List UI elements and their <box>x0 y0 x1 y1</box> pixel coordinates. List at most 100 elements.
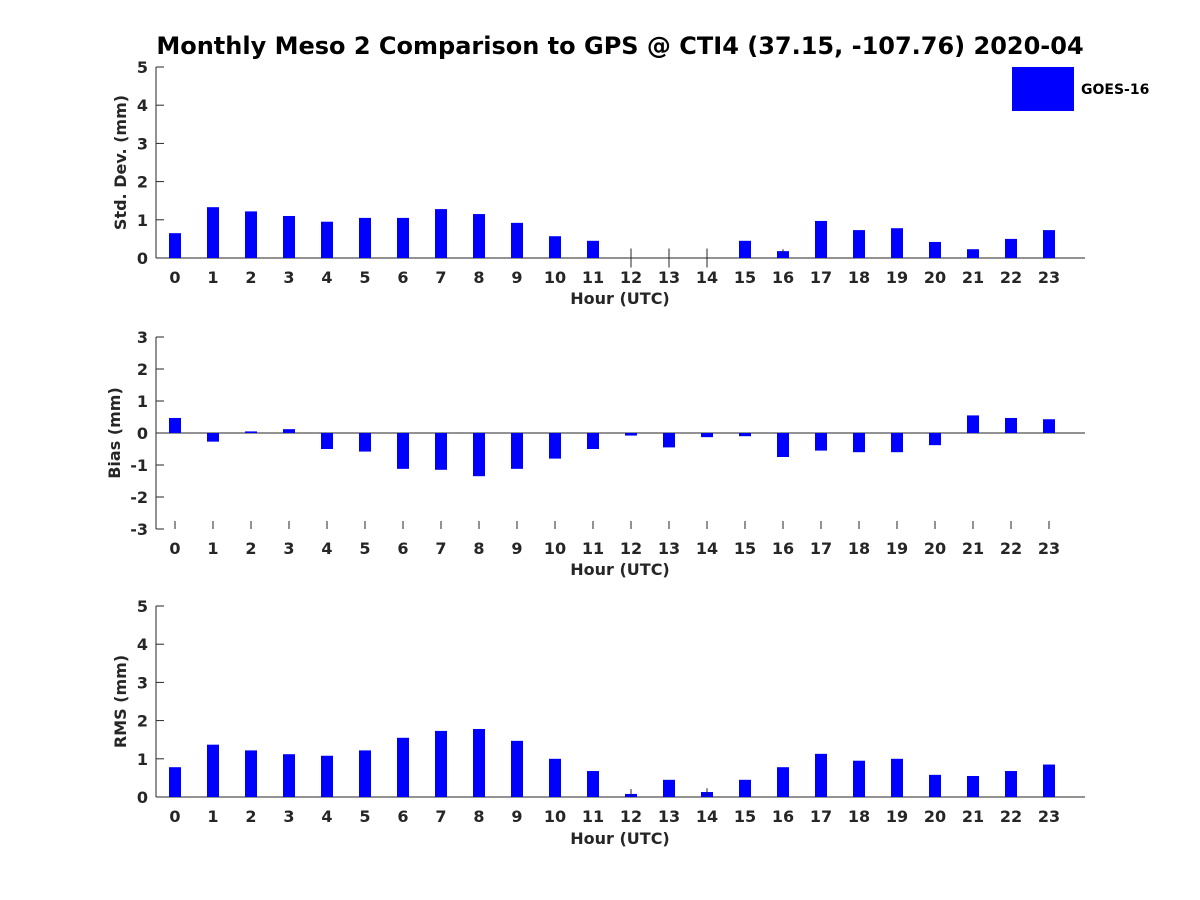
bar-hour-3 <box>283 215 295 258</box>
x-tick-label: 14 <box>696 268 718 287</box>
bar-hour-18 <box>853 760 865 797</box>
x-tick-label: 5 <box>359 807 370 826</box>
x-tick-label: 13 <box>658 539 680 558</box>
y-tick-label: 5 <box>137 597 148 616</box>
bar-hour-21 <box>967 249 979 258</box>
x-tick-label: 2 <box>245 268 256 287</box>
bar-hour-9 <box>511 740 523 797</box>
y-tick-label: 1 <box>137 211 148 230</box>
y-tick-label: 1 <box>137 750 148 769</box>
x-tick-label: 8 <box>473 539 484 558</box>
x-tick-label: 2 <box>245 539 256 558</box>
x-tick-label: 7 <box>435 268 446 287</box>
x-tick-label: 4 <box>321 539 332 558</box>
x-tick-label: 0 <box>169 268 180 287</box>
x-tick-label: 1 <box>207 807 218 826</box>
x-tick-label: 12 <box>620 539 642 558</box>
x-tick-label: 14 <box>696 807 718 826</box>
bar-hour-14 <box>701 433 713 438</box>
x-tick-label: 10 <box>544 268 566 287</box>
x-tick-label: 18 <box>848 539 870 558</box>
y-axis-label: Bias (mm) <box>105 387 124 479</box>
x-tick-label: 8 <box>473 807 484 826</box>
bar-hour-10 <box>549 433 561 459</box>
x-tick-label: 6 <box>397 807 408 826</box>
x-tick-label: 0 <box>169 539 180 558</box>
bar-hour-17 <box>815 433 827 451</box>
bar-hour-4 <box>321 755 333 797</box>
x-tick-label: 17 <box>810 807 832 826</box>
x-tick-label: 7 <box>435 539 446 558</box>
x-tick-label: 1 <box>207 539 218 558</box>
x-tick-label: 15 <box>734 268 756 287</box>
x-tick-label: 12 <box>620 268 642 287</box>
chart-title: Monthly Meso 2 Comparison to GPS @ CTI4 … <box>156 32 1083 60</box>
bar-hour-3 <box>283 754 295 797</box>
x-tick-label: 16 <box>772 807 794 826</box>
bar-hour-15 <box>739 433 751 437</box>
bar-hour-8 <box>473 214 485 258</box>
x-tick-label: 21 <box>962 807 984 826</box>
x-tick-label: 2 <box>245 807 256 826</box>
x-tick-label: 23 <box>1038 268 1060 287</box>
bar-hour-16 <box>777 433 789 457</box>
x-axis-label: Hour (UTC) <box>570 829 670 848</box>
y-tick-label: 2 <box>137 360 148 379</box>
bar-hour-23 <box>1043 419 1055 433</box>
bar-hour-5 <box>359 217 371 258</box>
y-tick-label: -1 <box>130 456 148 475</box>
x-tick-label: 11 <box>582 807 604 826</box>
x-tick-label: 14 <box>696 539 718 558</box>
bar-hour-2 <box>245 750 257 797</box>
bar-hour-7 <box>435 730 447 797</box>
bar-hour-8 <box>473 729 485 797</box>
bar-hour-18 <box>853 230 865 258</box>
legend-swatch <box>1012 67 1074 111</box>
bar-hour-0 <box>169 767 181 797</box>
x-tick-label: 22 <box>1000 268 1022 287</box>
x-tick-label: 0 <box>169 807 180 826</box>
x-tick-label: 5 <box>359 268 370 287</box>
bar-hour-22 <box>1005 238 1017 258</box>
bar-hour-3 <box>283 429 295 433</box>
bar-hour-17 <box>815 220 827 258</box>
y-tick-label: 5 <box>137 58 148 77</box>
bar-hour-7 <box>435 433 447 470</box>
x-tick-label: 3 <box>283 539 294 558</box>
bar-hour-9 <box>511 222 523 258</box>
x-tick-label: 5 <box>359 539 370 558</box>
bar-hour-4 <box>321 433 333 449</box>
x-tick-label: 15 <box>734 539 756 558</box>
bar-hour-12 <box>625 433 637 436</box>
x-tick-label: 11 <box>582 268 604 287</box>
x-tick-label: 20 <box>924 807 946 826</box>
bar-hour-5 <box>359 750 371 797</box>
bar-hour-23 <box>1043 764 1055 797</box>
bar-hour-6 <box>397 217 409 258</box>
x-tick-label: 18 <box>848 807 870 826</box>
x-tick-label: 9 <box>511 268 522 287</box>
x-tick-label: 4 <box>321 268 332 287</box>
bar-hour-0 <box>169 417 181 433</box>
bar-hour-19 <box>891 758 903 797</box>
x-tick-label: 13 <box>658 807 680 826</box>
x-tick-label: 11 <box>582 539 604 558</box>
y-tick-label: 2 <box>137 712 148 731</box>
legend-label: GOES-16 <box>1081 82 1149 98</box>
bar-hour-15 <box>739 779 751 797</box>
x-tick-label: 6 <box>397 539 408 558</box>
x-tick-label: 6 <box>397 268 408 287</box>
y-tick-label: 1 <box>137 392 148 411</box>
bar-hour-19 <box>891 433 903 453</box>
bar-hour-20 <box>929 774 941 797</box>
bar-hour-13 <box>663 433 675 448</box>
x-tick-label: 17 <box>810 268 832 287</box>
x-tick-label: 21 <box>962 268 984 287</box>
bar-hour-18 <box>853 433 865 453</box>
bar-hour-2 <box>245 431 257 433</box>
x-tick-label: 23 <box>1038 807 1060 826</box>
